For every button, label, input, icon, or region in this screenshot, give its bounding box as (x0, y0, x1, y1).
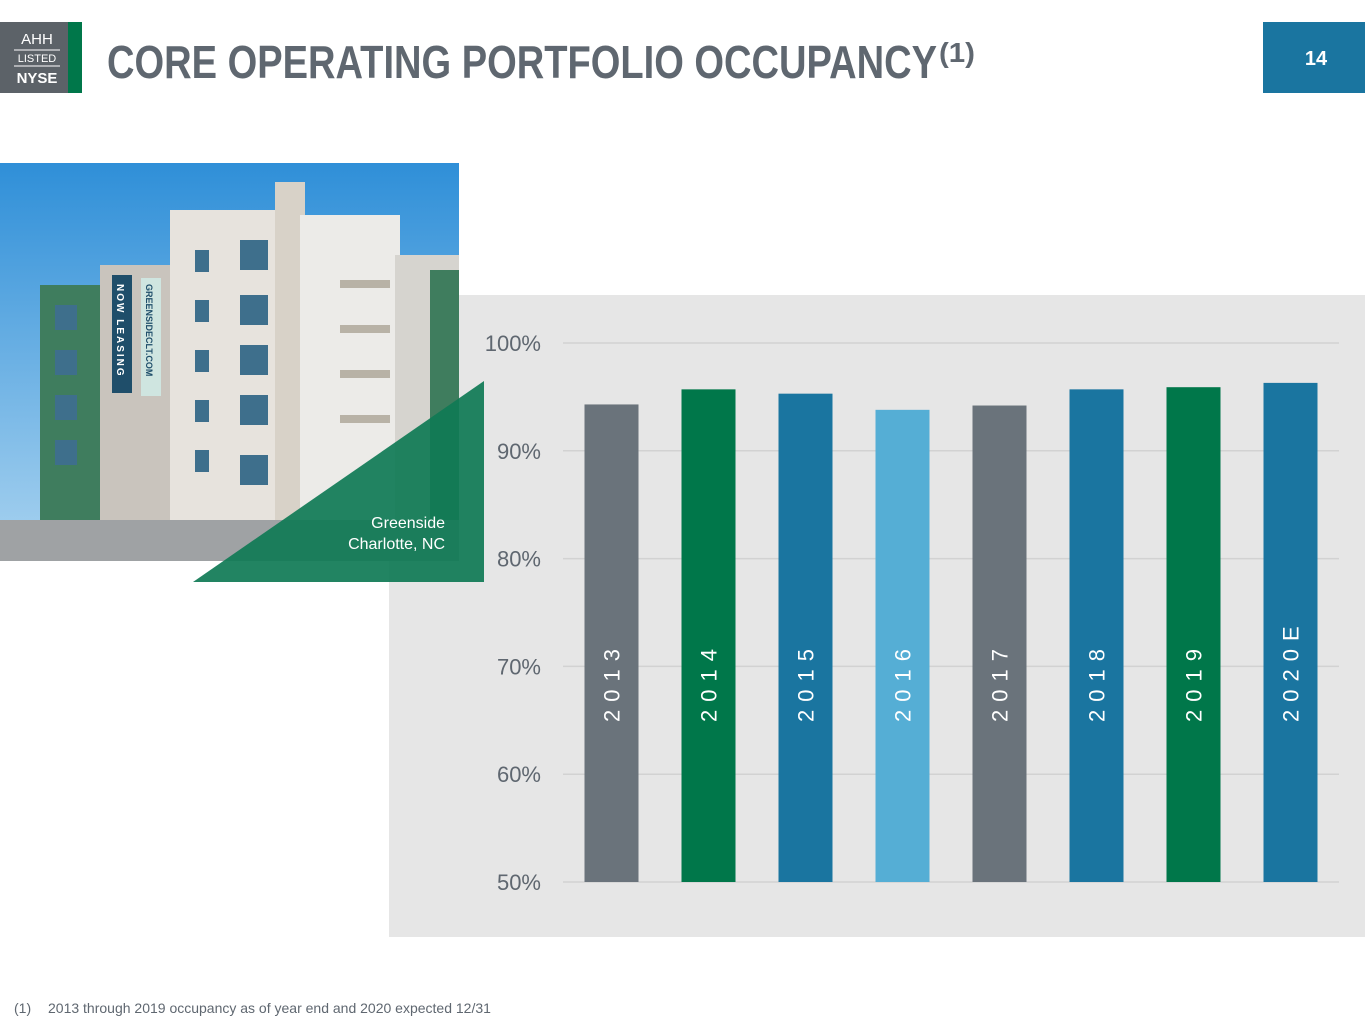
x-tick-label: 2013 (600, 641, 625, 722)
bar (1069, 389, 1124, 882)
y-tick-label: 90% (497, 439, 541, 464)
photo-caption: Charlotte, NC (348, 536, 445, 553)
x-tick-label: 2019 (1182, 641, 1207, 722)
logo-exchange: NYSE (17, 70, 58, 87)
bar (972, 405, 1027, 882)
logo-ticker: AHH (21, 31, 53, 48)
bar (681, 389, 736, 882)
x-tick-label: 2018 (1085, 641, 1110, 722)
y-tick-label: 60% (497, 762, 541, 787)
x-tick-label: 2020E (1279, 618, 1304, 722)
x-tick-label: 2014 (697, 641, 722, 722)
caption-triangle (193, 381, 484, 582)
photo-balconies (340, 280, 390, 423)
title-note: (1) (939, 37, 975, 68)
chart: 50% 60% 70% 80% 90% 100% 2013 2014 2015 2016 2017 2… (485, 331, 1339, 895)
photo-windows (55, 240, 268, 485)
slide-title: CORE OPERATING PORTFOLIO OCCUPANCY (107, 36, 937, 88)
x-tick-label: 2015 (794, 641, 819, 722)
bar (875, 409, 930, 882)
x-tick-label: 2017 (988, 641, 1013, 722)
y-tick-label: 70% (497, 654, 541, 679)
photo-sign (112, 275, 132, 393)
logo-listed: LISTED (18, 53, 57, 65)
y-tick-label: 50% (497, 870, 541, 895)
logo-box (0, 22, 68, 93)
y-tick-label: 100% (485, 331, 541, 356)
page-number-box (1263, 22, 1365, 93)
x-tick-label: 2016 (891, 641, 916, 722)
bar (1166, 387, 1221, 882)
page-number: 14 (1305, 48, 1328, 70)
photo-sign (141, 278, 161, 396)
footnote-text: 2013 through 2019 occupancy as of year e… (48, 1000, 491, 1016)
bar (1263, 382, 1318, 882)
photo-sign-text: NOW LEASING (114, 284, 125, 378)
bar (584, 404, 639, 882)
y-tick-label: 80% (497, 547, 541, 572)
photo-sign-text: GREENSIDECLT.COM (144, 284, 154, 376)
footnote-marker: (1) (14, 1000, 31, 1016)
photo-building-tower (100, 265, 175, 525)
logo-stripe (68, 22, 82, 93)
bar (778, 393, 833, 882)
photo-caption: Greenside (371, 515, 445, 532)
